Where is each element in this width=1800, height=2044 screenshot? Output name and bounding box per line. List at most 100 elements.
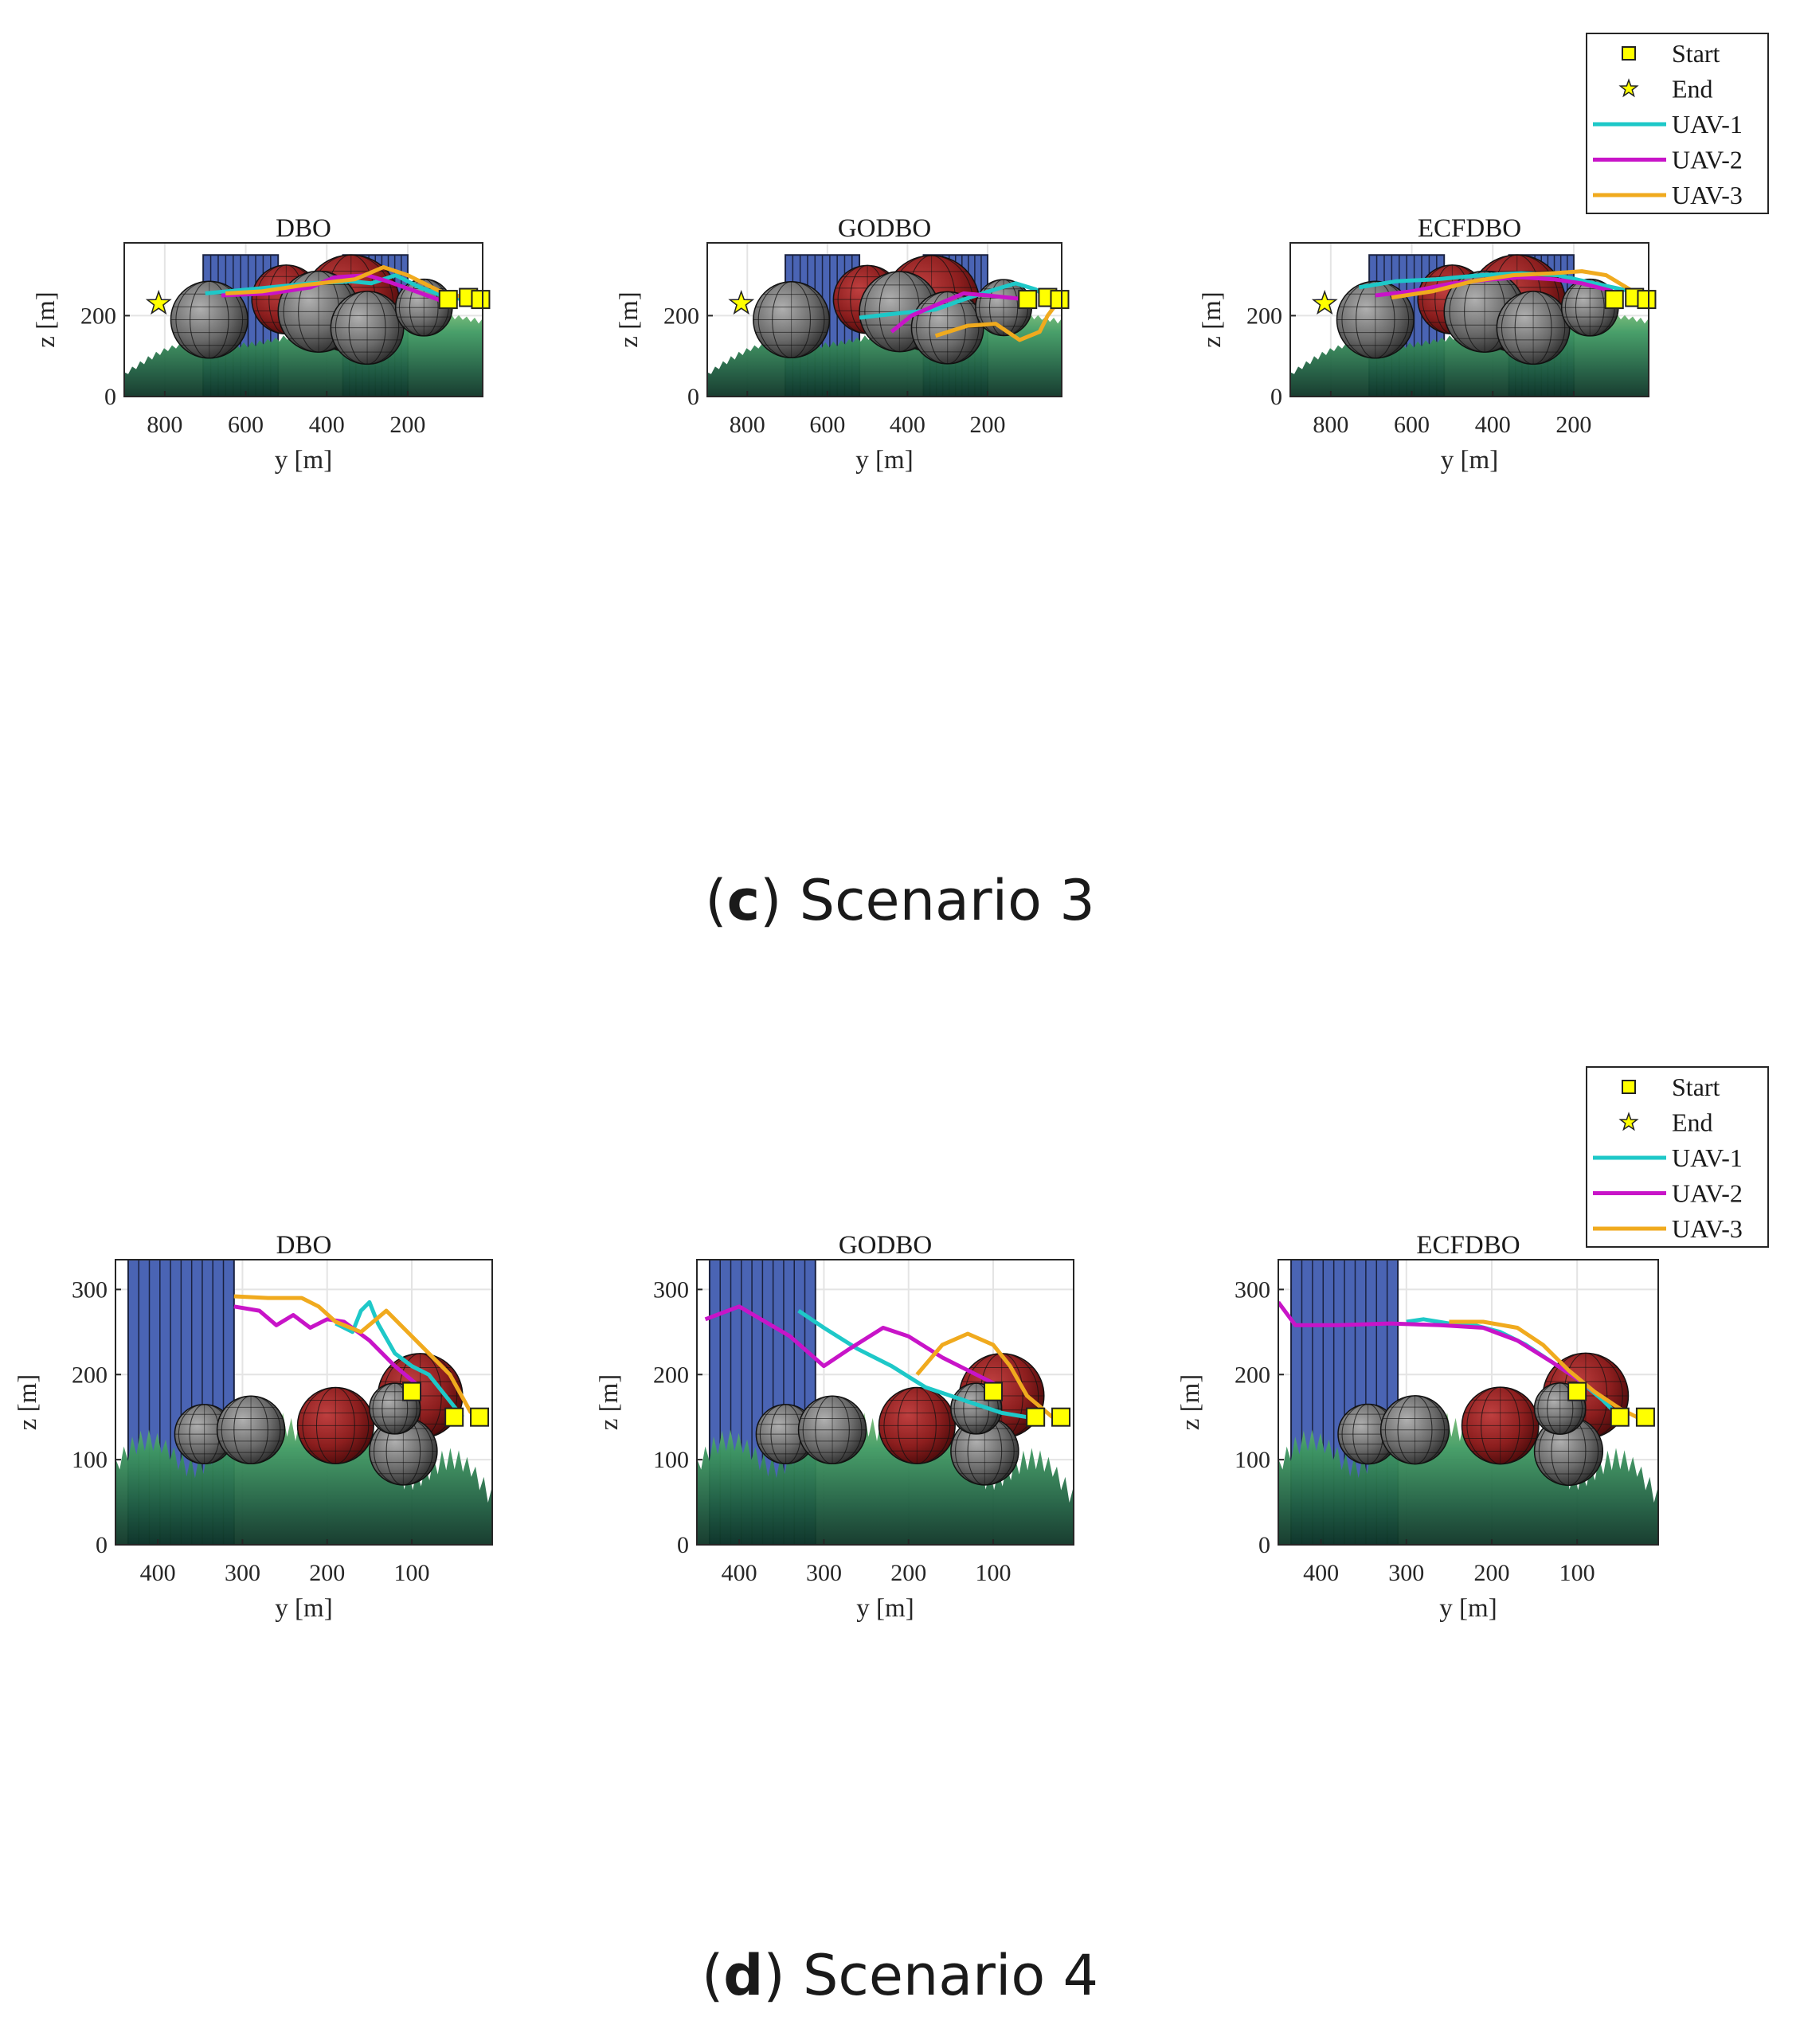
x-axis-label: y [m] bbox=[856, 1594, 914, 1623]
x-tick-label: 200 bbox=[1473, 1560, 1509, 1586]
legend-label: UAV-1 bbox=[1672, 1143, 1743, 1172]
x-tick-label: 200 bbox=[389, 412, 425, 438]
y-tick-label: 100 bbox=[72, 1447, 108, 1473]
chart-title: ECFDBO bbox=[1416, 1231, 1520, 1260]
x-tick-label: 400 bbox=[1303, 1560, 1339, 1586]
legend-label: UAV-3 bbox=[1672, 1214, 1743, 1243]
caption-scenario-4: (d) Scenario 4 bbox=[701, 1943, 1099, 2008]
path-uav-2 bbox=[233, 1304, 422, 1389]
start-marker bbox=[1635, 1407, 1655, 1427]
legend-label: UAV-2 bbox=[1672, 1179, 1743, 1208]
y-axis-label: z [m] bbox=[1176, 1374, 1205, 1431]
x-tick-label: 400 bbox=[309, 412, 345, 438]
end-marker bbox=[728, 289, 755, 315]
x-axis-label: y [m] bbox=[855, 446, 913, 475]
x-tick-label: 800 bbox=[730, 412, 765, 438]
start-marker bbox=[1050, 290, 1070, 310]
path-uav-3 bbox=[934, 298, 1062, 342]
chart-title: DBO bbox=[276, 1231, 332, 1260]
x-tick-label: 800 bbox=[1313, 412, 1348, 438]
legend-label: End bbox=[1672, 75, 1713, 104]
x-axis-label: y [m] bbox=[1441, 446, 1498, 475]
path-uav-2 bbox=[1278, 1300, 1596, 1393]
x-tick-label: 100 bbox=[394, 1560, 430, 1586]
axes-box bbox=[1278, 1259, 1659, 1546]
y-axis-label: z [m] bbox=[595, 1374, 624, 1431]
y-tick-label: 100 bbox=[653, 1447, 689, 1473]
y-tick-label: 0 bbox=[1270, 384, 1282, 410]
threat-sphere-gray bbox=[797, 1395, 867, 1464]
y-tick-label: 0 bbox=[677, 1532, 689, 1558]
scenario-d: 400 300 200 100 0 100 200 300 DBO y [m] z [m] 400 30… bbox=[14, 1066, 1769, 1623]
legend: Start End UAV-1 UAV-2 UAV-3 bbox=[1586, 1066, 1769, 1248]
y-tick-label: 300 bbox=[1235, 1276, 1270, 1303]
y-tick-label: 100 bbox=[1235, 1447, 1270, 1473]
x-tick-label: 300 bbox=[225, 1560, 260, 1586]
start-marker bbox=[444, 1407, 464, 1427]
x-tick-label: 200 bbox=[969, 412, 1005, 438]
x-axis-label: y [m] bbox=[275, 1594, 332, 1623]
x-tick-label: 200 bbox=[1555, 412, 1591, 438]
x-axis-label: y [m] bbox=[275, 446, 332, 475]
threat-sphere-gray bbox=[1496, 291, 1571, 365]
y-axis-label: z [m] bbox=[32, 291, 61, 348]
chart-title: GODBO bbox=[838, 214, 931, 243]
x-tick-label: 200 bbox=[309, 1560, 345, 1586]
legend-label: UAV-2 bbox=[1672, 146, 1743, 174]
plot-content bbox=[697, 1260, 1074, 1545]
chart-panel: 800 600 400 200 0 200 ECFDBO y [m] z [m] bbox=[1198, 214, 1657, 475]
threat-sphere-gray bbox=[910, 291, 984, 365]
x-tick-label: 200 bbox=[890, 1560, 926, 1586]
y-tick-label: 0 bbox=[96, 1532, 108, 1558]
path-uav-2 bbox=[704, 1304, 1003, 1389]
legend-label: Start bbox=[1672, 39, 1720, 68]
legend-end-icon bbox=[1618, 1112, 1639, 1131]
x-tick-label: 400 bbox=[1475, 412, 1511, 438]
x-axis-label: y [m] bbox=[1439, 1594, 1497, 1623]
y-axis-label: z [m] bbox=[14, 1374, 42, 1431]
caption-label: c bbox=[726, 868, 761, 933]
x-tick-label: 400 bbox=[140, 1560, 176, 1586]
legend-label: UAV-1 bbox=[1672, 110, 1743, 139]
legend-label: Start bbox=[1672, 1073, 1720, 1101]
end-marker bbox=[1311, 289, 1338, 315]
threat-sphere-gray bbox=[170, 280, 248, 359]
x-tick-label: 300 bbox=[1388, 1560, 1424, 1586]
start-marker bbox=[984, 1382, 1004, 1401]
y-tick-label: 200 bbox=[663, 303, 699, 329]
threat-sphere-gray bbox=[216, 1395, 286, 1464]
x-tick-label: 600 bbox=[809, 412, 845, 438]
threat-sphere-red bbox=[1461, 1386, 1540, 1465]
y-tick-label: 200 bbox=[80, 303, 116, 329]
axes-box bbox=[115, 1259, 493, 1546]
start-marker bbox=[1026, 1407, 1046, 1427]
path-uav-2 bbox=[890, 291, 1028, 334]
scenario-c: 800 600 400 200 0 200 DBO y [m] z [m] 800 600 400 20… bbox=[32, 33, 1769, 475]
start-marker bbox=[1051, 1407, 1071, 1427]
legend-start-icon bbox=[1622, 46, 1636, 61]
y-tick-label: 200 bbox=[1235, 1362, 1270, 1388]
plot-content bbox=[707, 254, 1062, 397]
axes-box bbox=[706, 242, 1062, 397]
terrain-surface bbox=[1278, 1396, 1658, 1545]
chart-title: DBO bbox=[276, 214, 331, 243]
plot-content bbox=[1290, 254, 1649, 397]
threat-sphere-gray bbox=[753, 280, 831, 359]
start-marker bbox=[470, 1407, 490, 1427]
caption-text: Scenario 4 bbox=[802, 1943, 1099, 2008]
start-marker bbox=[1567, 1382, 1587, 1401]
caption-text: Scenario 3 bbox=[799, 868, 1095, 933]
start-marker bbox=[471, 290, 491, 310]
axes-box bbox=[123, 242, 483, 397]
path-uav-3 bbox=[1391, 269, 1648, 302]
y-tick-label: 0 bbox=[1258, 1532, 1270, 1558]
legend-label: End bbox=[1672, 1108, 1713, 1137]
chart-title: ECFDBO bbox=[1418, 214, 1521, 243]
chart-panel: 800 600 400 200 0 200 GODBO y [m] z [m] bbox=[615, 214, 1070, 475]
x-tick-label: 100 bbox=[1559, 1560, 1595, 1586]
chart-panel: 800 600 400 200 0 200 DBO y [m] z [m] bbox=[32, 214, 491, 475]
x-tick-label: 600 bbox=[228, 412, 264, 438]
legend-end-icon bbox=[1618, 78, 1639, 98]
y-tick-label: 0 bbox=[687, 384, 699, 410]
